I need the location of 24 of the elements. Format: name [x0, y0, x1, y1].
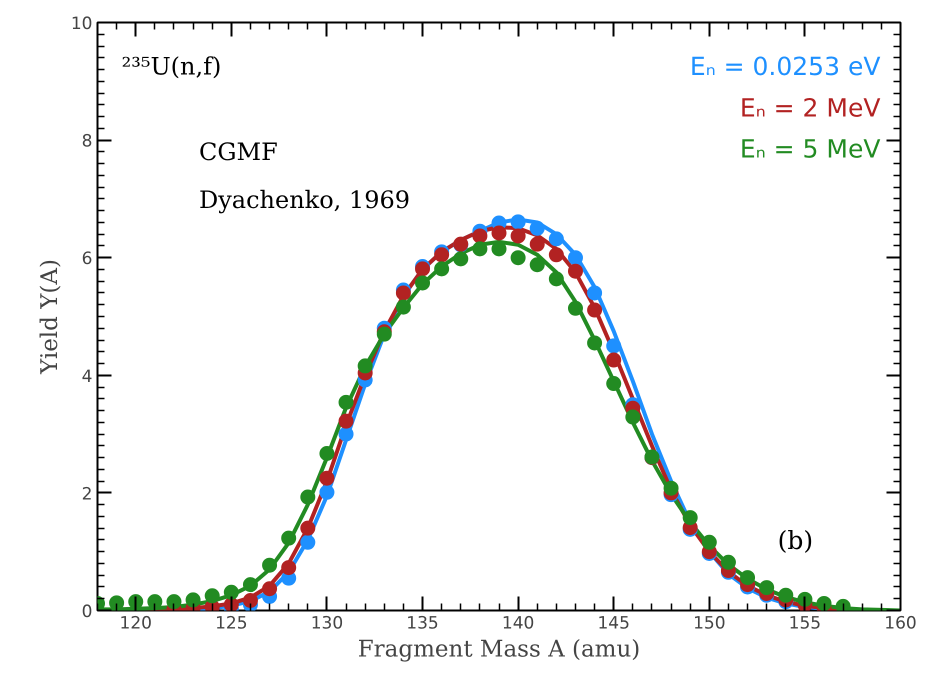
- text: Eₙ = 0.0253 eV: [690, 52, 880, 82]
- text: Eₙ = 5 MeV: [740, 134, 880, 164]
- y-tick-label: 10: [70, 14, 93, 34]
- y-tick-label: 6: [82, 249, 93, 270]
- x-tick-label: 160: [884, 614, 917, 634]
- x-tick-label: 120: [120, 614, 152, 634]
- text: Eₙ = 2 MeV: [740, 93, 880, 122]
- x-tick-label: 125: [215, 614, 248, 634]
- x-axis-title: Fragment Mass A (amu): [358, 636, 640, 662]
- y-tick-label: 2: [82, 484, 93, 504]
- y-tick-label: 8: [82, 132, 93, 152]
- y-tick-label: 4: [82, 366, 93, 387]
- annotation: Dyachenko, 1969: [199, 186, 410, 214]
- y-tick-label: 0: [82, 602, 93, 622]
- x-tick-label: 130: [310, 614, 344, 634]
- x-tick-label: 145: [597, 614, 630, 634]
- x-tick-label: 150: [693, 614, 726, 634]
- x-tick-label: 135: [406, 614, 439, 634]
- y-axis-title: Yield Y(A): [36, 259, 63, 375]
- annotation: ²³⁵U(n,f): [122, 52, 222, 81]
- x-tick-label: 155: [788, 614, 822, 634]
- annotation: CGMF: [199, 138, 278, 166]
- annotation: (b): [778, 526, 814, 556]
- x-tick-label: 140: [502, 614, 534, 634]
